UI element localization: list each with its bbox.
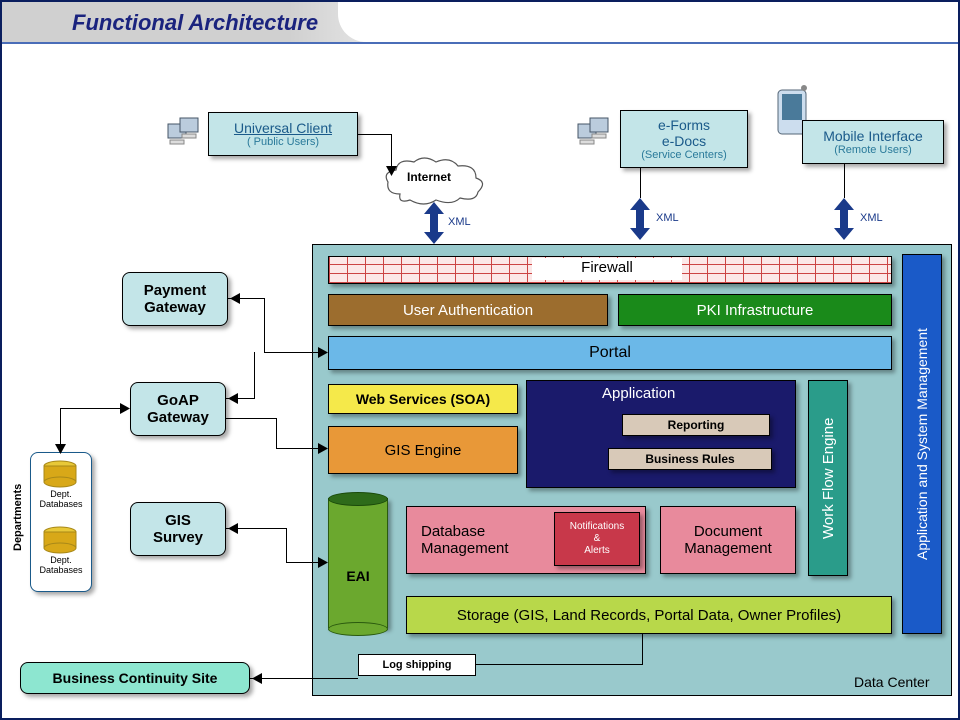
storage-label: Storage (GIS, Land Records, Portal Data,… [457,607,841,624]
eforms-label2: e-Docs [662,133,706,149]
database-icon [42,526,78,554]
payment-gateway-box: Payment Gateway [122,272,228,326]
deptdb-label: Dept.Databases [34,490,88,510]
gis-engine-box: GIS Engine [328,426,518,474]
gis-survey-box: GIS Survey [130,502,226,556]
computers-icon [162,110,210,158]
notif-label3: Alerts [584,545,610,557]
goap-label1: GoAP [157,392,199,409]
portal-label: Portal [589,344,631,362]
mobile-label: Mobile Interface [823,128,923,144]
xml-arrow-icon [422,202,446,244]
xml-label: XML [448,216,471,228]
logship-label: Log shipping [382,659,451,671]
eforms-label1: e-Forms [658,117,710,133]
universal-client-box: Universal Client ( Public Users) [208,112,358,156]
xml-label: XML [860,212,883,224]
storage-box: Storage (GIS, Land Records, Portal Data,… [406,596,892,634]
mobile-box: Mobile Interface (Remote Users) [802,120,944,164]
goap-label2: Gateway [147,409,209,426]
bcs-label: Business Continuity Site [53,670,218,686]
computers-icon [572,110,620,158]
mobile-sub: (Remote Users) [834,144,912,156]
eai-box [328,498,388,628]
xml-arrow-icon [832,198,856,240]
payment-label2: Gateway [144,299,206,316]
appsysmgmt-label: Application and System Management [914,264,930,624]
internet-label: Internet [407,170,451,184]
reporting-box: Reporting [622,414,770,436]
logship-box: Log shipping [358,654,476,676]
payment-label1: Payment [144,282,207,299]
database-icon [42,460,78,488]
data-center-label: Data Center [854,674,929,690]
notif-label1: Notifications [570,521,624,533]
eforms-sub: (Service Centers) [641,149,727,161]
docmgmt-label1: Document [694,523,762,540]
eforms-box: e-Forms e-Docs (Service Centers) [620,110,748,168]
pki-box: PKI Infrastructure [618,294,892,326]
user-auth-label: User Authentication [403,302,533,319]
application-label: Application [602,385,675,402]
firewall-label: Firewall [532,258,682,280]
goap-gateway-box: GoAP Gateway [130,382,226,436]
dbmgmt-label2: Management [421,540,509,557]
notif-box: Notifications & Alerts [554,512,640,566]
universal-client-label: Universal Client [234,120,332,136]
dbmgmt-label1: Database [421,523,485,540]
departments-label: Departments [10,462,26,572]
gis-label1: GIS [165,512,191,529]
docmgmt-label2: Management [684,540,772,557]
xml-arrow-icon [628,198,652,240]
eai-label: EAI [328,568,388,584]
bizrules-label: Business Rules [645,452,734,466]
universal-client-sub: ( Public Users) [247,136,319,148]
deptdb-label: Dept.Databases [34,556,88,576]
docmgmt-box: Document Management [660,506,796,574]
page-title: Functional Architecture [72,10,318,36]
bcs-box: Business Continuity Site [20,662,250,694]
gis-engine-label: GIS Engine [385,442,462,459]
webservices-label: Web Services (SOA) [356,391,490,407]
gis-label2: Survey [153,529,203,546]
pki-label: PKI Infrastructure [697,302,814,319]
workflow-box: Work Flow Engine [808,380,848,576]
reporting-label: Reporting [668,418,725,432]
workflow-label: Work Flow Engine [820,388,837,568]
webservices-box: Web Services (SOA) [328,384,518,414]
notif-label2: & [594,533,601,545]
bizrules-box: Business Rules [608,448,772,470]
xml-label: XML [656,212,679,224]
user-auth-box: User Authentication [328,294,608,326]
portal-box: Portal [328,336,892,370]
appsysmgmt-box: Application and System Management [902,254,942,634]
